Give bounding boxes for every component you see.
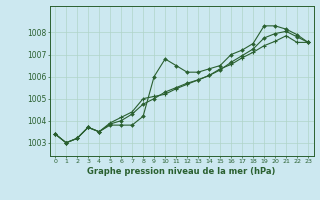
X-axis label: Graphe pression niveau de la mer (hPa): Graphe pression niveau de la mer (hPa) [87, 167, 276, 176]
